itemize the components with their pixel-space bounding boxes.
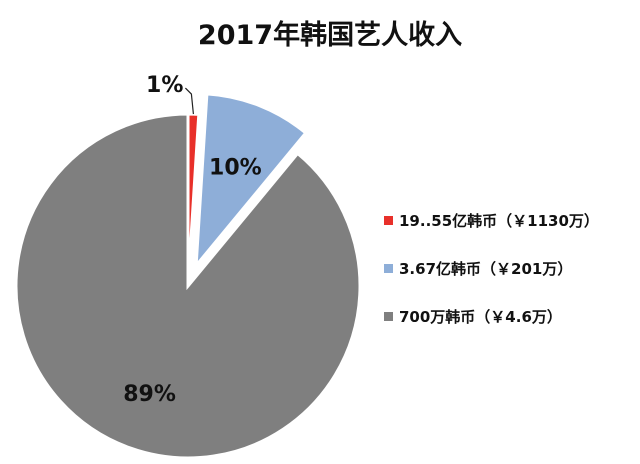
slice-label-1: 1% [146, 73, 183, 98]
chart-title: 2017年韩国艺人收入 [198, 19, 462, 51]
pie-slices [14, 92, 362, 460]
pie-slice-2 [194, 92, 308, 271]
pie-slice-labels: 1% 10% 89% [123, 73, 261, 407]
legend: 19..55亿韩币（￥1130万） 3.67亿韩币（￥201万） 700万韩币（￥4… [384, 212, 599, 326]
slice-leader-line-1 [184, 87, 194, 115]
legend-label-3: 700万韩币（￥4.6万） [399, 308, 562, 326]
legend-swatch-3 [384, 312, 393, 321]
legend-label-2: 3.67亿韩币（￥201万） [399, 260, 572, 278]
slice-label-2: 10% [209, 155, 262, 180]
slice-label-3: 89% [123, 382, 176, 407]
watermark-text: 搜狐号@拾光先生 [514, 440, 626, 456]
legend-label-1: 19..55亿韩币（￥1130万） [399, 212, 599, 230]
pie-slice-3 [14, 112, 362, 460]
legend-swatch-1 [384, 216, 393, 225]
legend-swatch-2 [384, 264, 393, 273]
